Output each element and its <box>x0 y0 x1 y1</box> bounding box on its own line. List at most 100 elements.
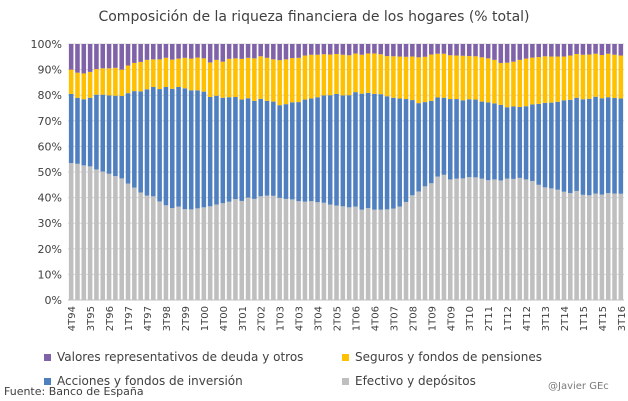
x-tick-label: 4T03 <box>295 306 306 331</box>
bar-segment-seguros <box>239 58 245 100</box>
bar-segment-seguros <box>498 62 504 105</box>
bar-segment-valores <box>384 44 390 57</box>
bar-segment-acciones <box>188 90 194 210</box>
bar-segment-acciones <box>283 104 289 199</box>
x-tick-label: 3T01 <box>238 306 249 331</box>
x-tick-label: 3T13 <box>541 306 552 331</box>
x-tick-label: 3T04 <box>314 306 325 331</box>
bar-segment-valores <box>422 44 428 57</box>
bar-segment-efectivo <box>542 187 548 300</box>
chart-title: Composición de la riqueza financiera de … <box>98 9 530 25</box>
bar-segment-efectivo <box>479 178 485 300</box>
bar-segment-efectivo <box>340 206 346 300</box>
bar-segment-seguros <box>151 59 156 88</box>
bar-segment-acciones <box>422 102 428 187</box>
bar-segment-efectivo <box>233 199 238 300</box>
bar-segment-seguros <box>315 54 320 98</box>
bar-segment-efectivo <box>359 209 365 300</box>
y-tick-label: 10% <box>38 268 62 281</box>
bar-segment-efectivo <box>321 202 327 300</box>
bar-segment-seguros <box>176 58 181 88</box>
bar-segment-valores <box>511 44 516 62</box>
bar-segment-efectivo <box>555 189 560 300</box>
x-tick-label: 4T15 <box>598 306 609 331</box>
bar-segment-valores <box>340 44 346 55</box>
bar-segment-valores <box>523 44 529 59</box>
bar-segment-valores <box>106 44 112 69</box>
bar-segment-acciones <box>75 97 80 164</box>
bar-segment-valores <box>372 44 377 54</box>
bar-segment-acciones <box>555 101 560 190</box>
bar-segment-valores <box>176 44 181 59</box>
bar-segment-acciones <box>68 93 74 164</box>
x-tick-label: 3T07 <box>389 306 400 331</box>
bar-segment-acciones <box>334 93 339 206</box>
bar-segment-efectivo <box>466 177 472 300</box>
bar-segment-seguros <box>530 57 535 105</box>
bar-segment-efectivo <box>410 195 415 300</box>
bar-segment-seguros <box>252 58 257 101</box>
bar-segment-valores <box>410 44 415 57</box>
x-tick-label: 1T97 <box>124 306 135 331</box>
bar-segment-efectivo <box>605 192 611 300</box>
bar-segment-acciones <box>435 97 440 177</box>
bar-segment-seguros <box>100 68 106 95</box>
bar-segment-efectivo <box>264 195 270 300</box>
bar-segment-acciones <box>169 88 175 209</box>
x-tick-label: 4T12 <box>522 306 533 331</box>
bar-segment-acciones <box>157 89 162 202</box>
x-tick-label: 1T03 <box>276 306 287 331</box>
bar-segment-acciones <box>353 92 358 207</box>
bar-segment-valores <box>302 44 308 56</box>
bar-segment-seguros <box>517 59 523 107</box>
bar-segment-acciones <box>195 90 200 209</box>
bar-segment-acciones <box>599 98 605 195</box>
bar-segment-valores <box>239 44 245 59</box>
bar-segment-valores <box>447 44 453 56</box>
x-tick-label: 2T14 <box>560 306 571 331</box>
bar-segment-valores <box>81 44 87 74</box>
bar-segment-valores <box>94 44 99 70</box>
y-tick-label: 50% <box>38 166 62 179</box>
bar-segment-efectivo <box>416 191 421 300</box>
bar-segment-acciones <box>252 100 257 199</box>
x-tick-label: 3T98 <box>162 306 173 331</box>
bar-segment-efectivo <box>277 197 282 300</box>
bar-segment-acciones <box>327 95 333 205</box>
legend-label-efectivo: Efectivo y depósitos <box>355 374 476 388</box>
bar-segment-seguros <box>549 56 554 103</box>
y-tick-label: 0% <box>45 294 62 307</box>
bar-segment-efectivo <box>163 205 169 300</box>
bar-segment-valores <box>220 44 226 62</box>
bar-segment-valores <box>460 44 466 56</box>
bar-segment-valores <box>68 44 74 70</box>
bar-segment-acciones <box>132 91 137 188</box>
legend-item-acciones: Acciones y fondos de inversión <box>44 374 243 388</box>
bar-segment-seguros <box>283 59 289 105</box>
bar-segment-acciones <box>258 98 263 197</box>
bar-segment-seguros <box>492 59 497 104</box>
bar-segment-acciones <box>372 93 377 210</box>
bar-segment-valores <box>353 44 358 54</box>
bar-segment-valores <box>441 44 447 54</box>
bar-segment-efectivo <box>485 180 491 300</box>
bar-segment-seguros <box>113 67 118 96</box>
bar-segment-seguros <box>612 54 617 99</box>
bar-segment-acciones <box>245 98 251 198</box>
bar-segment-valores <box>119 44 124 70</box>
x-tick-label: 3T16 <box>617 306 628 331</box>
bar-segment-seguros <box>188 58 194 91</box>
bar-segment-seguros <box>473 56 478 100</box>
y-tick-label: 100% <box>31 38 62 51</box>
bar-segment-efectivo <box>365 208 371 300</box>
bar-segment-valores <box>561 44 567 57</box>
bar-segment-valores <box>530 44 535 58</box>
bar-segment-seguros <box>226 58 232 98</box>
bar-segment-seguros <box>346 55 352 96</box>
bar-segment-seguros <box>94 69 99 95</box>
bar-segment-efectivo <box>403 201 409 300</box>
legend-label-valores: Valores representativos de deuda y otros <box>57 350 304 364</box>
bar-segment-valores <box>258 44 263 57</box>
bar-segment-efectivo <box>132 187 137 300</box>
